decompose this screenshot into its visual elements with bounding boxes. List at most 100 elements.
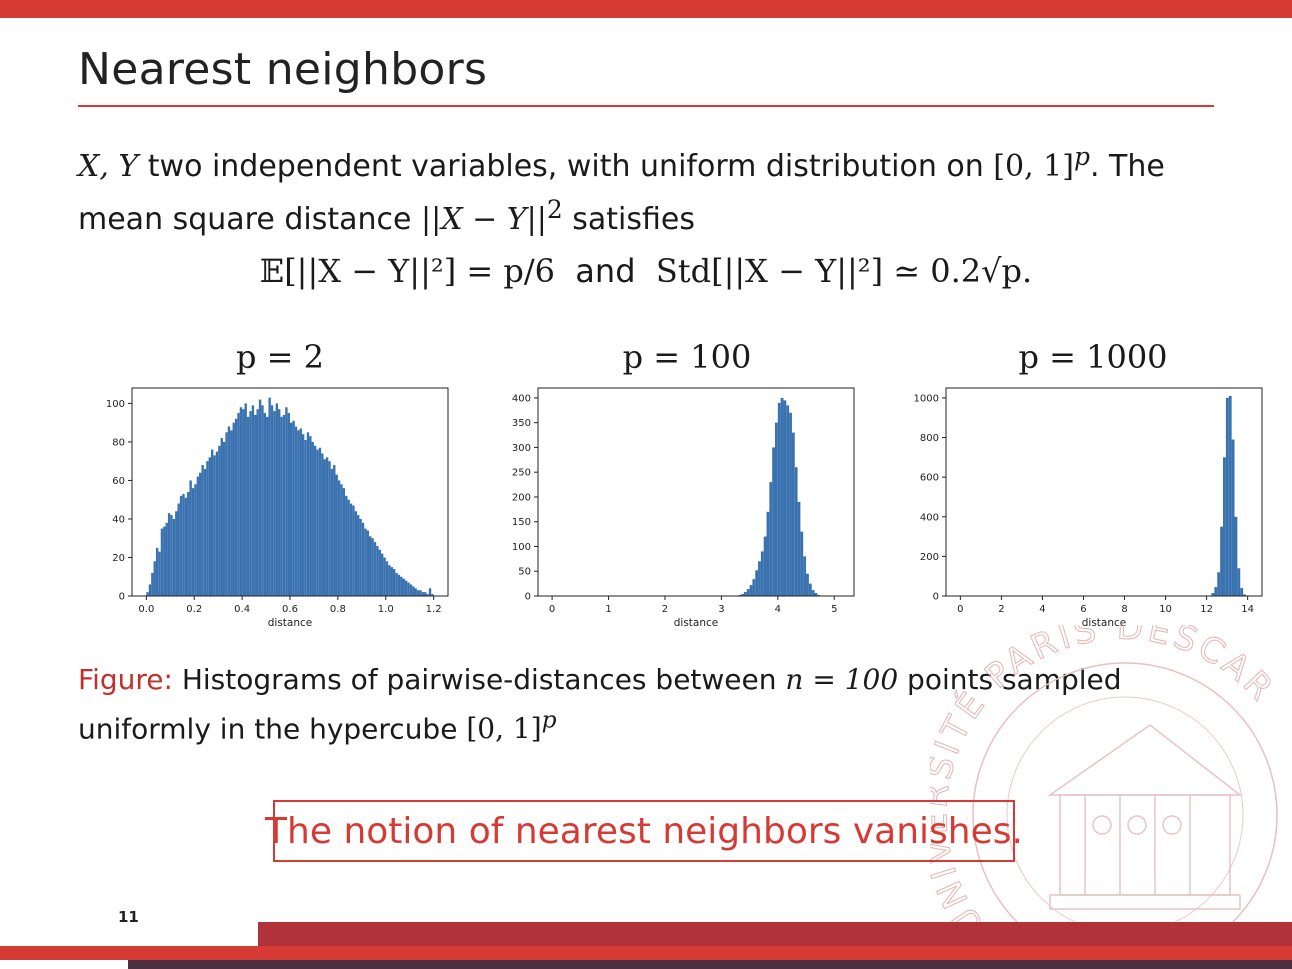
x-tick-label: 0.2 [186, 604, 202, 615]
histogram-bar [234, 418, 238, 596]
histogram-bar [333, 465, 336, 596]
histogram-bar [306, 432, 310, 596]
histogram-bar [278, 409, 281, 596]
histogram-bar [1214, 587, 1218, 596]
histogram-bar [297, 430, 300, 596]
histogram-bar [146, 592, 149, 596]
y-tick-label: 250 [512, 468, 531, 479]
histogram-bar [1223, 457, 1226, 596]
y-tick-label: 300 [512, 443, 531, 454]
bars [146, 397, 434, 596]
plot-frame [945, 387, 1263, 597]
histogram-bar [208, 457, 211, 596]
y-tick-label: 400 [920, 512, 939, 523]
caption-math-n: n = 100 [785, 663, 899, 696]
histogram-bar [364, 528, 367, 596]
histogram-bar [175, 511, 178, 596]
x-axis-label: distance [674, 617, 719, 629]
histogram-bar [239, 407, 243, 596]
y-tick-label: 100 [106, 399, 125, 410]
x-tick-label: 1.0 [378, 604, 394, 615]
histogram-bar [254, 414, 257, 596]
histogram-bar [428, 588, 432, 596]
histogram-bar [163, 526, 166, 596]
histogram-bar [373, 542, 377, 596]
university-seal-watermark: UNIVERSITÉ PARIS DESCARTES [930, 625, 1278, 945]
histogram-bar [1211, 593, 1215, 596]
histogram-bar [285, 407, 288, 596]
histogram-bar [345, 495, 348, 596]
histogram-bar [388, 565, 391, 596]
histogram-bar [1234, 516, 1238, 596]
histogram-bar [1225, 397, 1229, 596]
histogram-bar [431, 594, 434, 596]
footer-bar [258, 922, 1292, 946]
histogram-bar [268, 397, 271, 596]
histogram-bar [385, 561, 389, 596]
histogram-bar [775, 422, 778, 596]
histogram-bar [352, 505, 355, 596]
histogram-bar [803, 556, 807, 596]
histogram-bar [299, 428, 302, 596]
y-tick-label: 40 [112, 514, 125, 525]
histogram-bar [383, 557, 386, 596]
caption-math-cube: [0, 1]p [466, 706, 557, 746]
histogram-bar [160, 528, 164, 596]
histogram-bar [316, 449, 319, 596]
histogram-bar [263, 413, 267, 596]
histogram-bar [749, 585, 753, 596]
histogram-bar [424, 592, 427, 596]
histogram-bar [1228, 395, 1232, 596]
histogram-bar [811, 590, 815, 596]
histogram-bar [177, 503, 180, 596]
histogram-bar [246, 416, 250, 596]
histogram-bar [359, 518, 362, 596]
histogram-bar [1240, 588, 1244, 596]
histogram-bar [786, 405, 790, 596]
histogram-bar [772, 447, 775, 596]
figure-caption: Figure: Histograms of pairwise-distances… [78, 660, 1138, 749]
histogram-bar [287, 413, 290, 596]
top-accent-bar [0, 0, 1292, 18]
histogram-bar [275, 403, 279, 596]
histogram-bar [766, 511, 770, 596]
histogram-bar [191, 488, 195, 596]
x-tick-label: 10 [1159, 604, 1172, 615]
x-tick-label: 6 [1080, 604, 1086, 615]
histogram-bar [232, 422, 235, 596]
histogram-bar [261, 405, 264, 596]
histogram-bar [311, 441, 314, 596]
histogram-bar [416, 590, 420, 596]
histogram-bar [741, 594, 744, 596]
histogram-bar [148, 584, 152, 596]
bars [738, 397, 821, 596]
histogram-bar [227, 426, 231, 596]
histogram-bar [340, 484, 343, 596]
histogram-bar [256, 409, 259, 596]
histogram-bar [196, 476, 200, 596]
y-tick-label: 60 [112, 476, 125, 487]
histogram-bar [194, 484, 197, 596]
x-tick-label: 2 [662, 604, 668, 615]
histogram-bar [378, 549, 381, 596]
histogram-bar [199, 472, 202, 596]
histogram-bar [189, 480, 192, 596]
figure-label: Figure: [78, 663, 173, 696]
y-tick-label: 150 [512, 517, 531, 528]
histogram-bar [184, 497, 188, 596]
equation-expectation: 𝔼[||X − Y||²] = p/6 [259, 252, 555, 290]
histogram-bar [187, 492, 190, 596]
histogram-bar [349, 503, 353, 596]
x-tick-label: 1 [605, 604, 611, 615]
conclusion-box: The notion of nearest neighbors vanishes… [265, 800, 1023, 862]
histogram-bar [354, 511, 358, 596]
histogram-bar [170, 515, 173, 596]
conclusion-text: The notion of nearest neighbors vanishes… [265, 810, 1023, 852]
histogram-bar [791, 432, 795, 596]
histogram-bar [361, 522, 365, 596]
histogram-bar [318, 447, 322, 596]
slide-number: 11 [118, 908, 139, 926]
y-tick-label: 100 [512, 542, 531, 553]
x-tick-label: 0.8 [330, 604, 346, 615]
y-tick-label: 200 [512, 492, 531, 503]
